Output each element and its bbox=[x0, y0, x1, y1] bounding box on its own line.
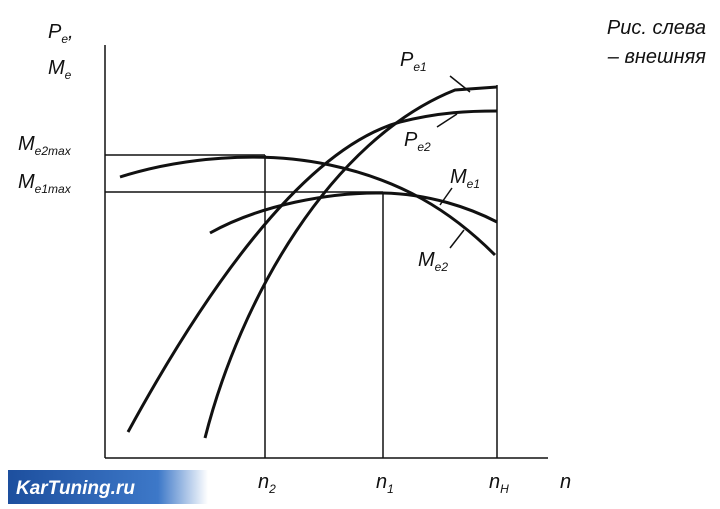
label-part: Н bbox=[500, 482, 509, 496]
curve-label: Pe2 bbox=[404, 129, 431, 154]
curves bbox=[119, 75, 498, 439]
y-mark: Me1max bbox=[18, 171, 72, 196]
x-mark: n2 bbox=[258, 471, 276, 496]
x-mark: nН bbox=[489, 471, 509, 496]
y-label: Me bbox=[48, 57, 72, 82]
label-part: n bbox=[376, 471, 387, 493]
caption: – внешняя bbox=[607, 46, 707, 68]
label-part: , bbox=[68, 21, 74, 43]
x-mark: n1 bbox=[376, 471, 394, 496]
label-part: e2 bbox=[417, 140, 431, 154]
label-part: e bbox=[61, 32, 68, 46]
label-part: n bbox=[258, 471, 269, 493]
curve-label: Me1 bbox=[450, 166, 480, 191]
label-part: P bbox=[404, 129, 418, 151]
label-part: M bbox=[18, 171, 35, 193]
caption: Рис. слева bbox=[607, 17, 706, 39]
label-part: e1 bbox=[467, 177, 480, 191]
watermark-text: KarTuning.ru bbox=[16, 478, 135, 499]
label-part: e1max bbox=[35, 182, 72, 196]
label-part: e bbox=[65, 68, 72, 82]
label-part: 2 bbox=[268, 482, 276, 496]
label-part: M bbox=[18, 133, 35, 155]
label-part: M bbox=[418, 249, 435, 271]
label-part: P bbox=[400, 49, 414, 71]
x-label: n bbox=[560, 471, 571, 493]
label-part: M bbox=[450, 166, 467, 188]
label-part: e2 bbox=[435, 260, 449, 274]
label-part: e1 bbox=[413, 60, 426, 74]
watermark: KarTuning.ru bbox=[8, 470, 208, 504]
curve-label: Me2 bbox=[418, 249, 448, 274]
label-part: P bbox=[48, 21, 62, 43]
y-label: Pe, bbox=[48, 21, 74, 46]
label-part: n bbox=[489, 471, 500, 493]
label-part: 1 bbox=[387, 482, 394, 496]
curve-label: Pe1 bbox=[400, 49, 427, 74]
label-part: M bbox=[48, 57, 65, 79]
axes bbox=[104, 45, 548, 459]
label-part: e2max bbox=[35, 144, 72, 158]
y-mark: Me2max bbox=[18, 133, 72, 158]
